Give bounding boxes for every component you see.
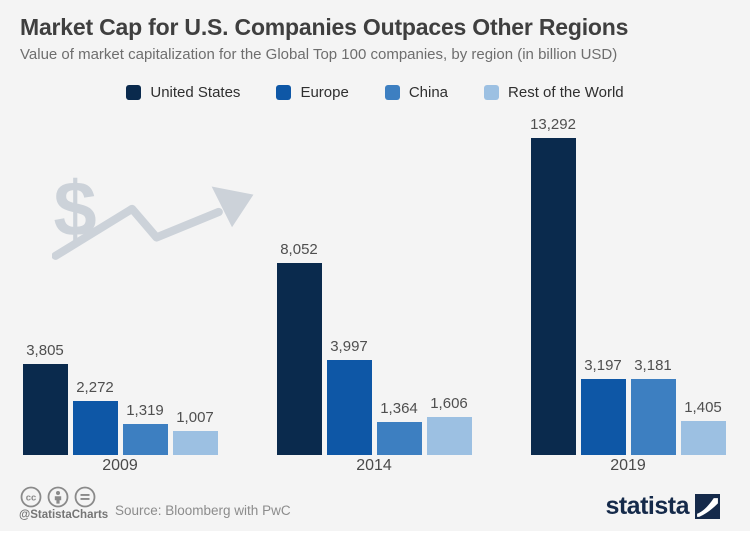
- bar-china-2019: [630, 379, 676, 455]
- bar-rest-of-the-world-2009: [172, 431, 218, 455]
- legend: United States Europe China Rest of the Worl…: [0, 84, 750, 101]
- statista-logo-icon: [695, 494, 720, 519]
- legend-swatch-icon: [484, 85, 500, 100]
- statista-logo-text: statista: [605, 492, 689, 520]
- bar-value-label: 8,052: [280, 241, 318, 258]
- bar-united-states-2014: [276, 263, 322, 455]
- legend-label: Europe: [300, 84, 349, 101]
- bar-group-2009: 3,805 2,272 1,319 1,007: [22, 342, 218, 455]
- source-text: Source: Bloomberg with PwC: [115, 503, 291, 518]
- bar-value-label: 2,272: [76, 379, 114, 396]
- dollar-trend-arrow-icon: $: [51, 163, 257, 270]
- bar-value-label: 1,405: [684, 399, 722, 416]
- bar-value-label: 3,181: [634, 357, 672, 374]
- bar-value-label: 3,197: [584, 357, 622, 374]
- bar-value-label: 1,007: [176, 409, 214, 426]
- cc-icon: cc: [20, 486, 42, 508]
- svg-text:cc: cc: [26, 493, 37, 504]
- cc-nd-icon: [74, 486, 96, 508]
- bar-value-label: 3,997: [330, 338, 368, 355]
- license-icons: cc: [20, 486, 96, 508]
- category-label-2009: 2009: [102, 457, 138, 474]
- bar-rest-of-the-world-2019: [680, 421, 726, 455]
- bar-column: 1,606: [426, 395, 472, 455]
- bar-column: 1,007: [172, 409, 218, 455]
- category-label-2019: 2019: [610, 457, 646, 474]
- bar-column: 1,364: [376, 400, 422, 455]
- bar-group-2019: 13,292 3,197 3,181 1,405: [530, 116, 726, 455]
- bar-column: 2,272: [72, 379, 118, 455]
- legend-label: China: [408, 84, 449, 101]
- legend-swatch-icon: [384, 85, 400, 100]
- bar-united-states-2019: [530, 138, 576, 455]
- bar-value-label: 1,606: [430, 395, 468, 412]
- legend-label: Rest of the World: [508, 84, 624, 101]
- bar-group-2014: 8,052 3,997 1,364 1,606: [276, 241, 472, 455]
- bar-column: 3,181: [630, 357, 676, 455]
- bar-rest-of-the-world-2014: [426, 417, 472, 455]
- bar-value-label: 13,292: [530, 116, 576, 133]
- page-title: Market Cap for U.S. Companies Outpaces O…: [20, 14, 629, 40]
- legend-label: United States: [150, 84, 241, 101]
- legend-item-rest-of-the-world: Rest of the World: [484, 84, 624, 101]
- statista-charts-handle: @StatistaCharts: [19, 509, 109, 521]
- bottom-border: [0, 531, 750, 540]
- bar-column: 3,197: [580, 357, 626, 455]
- bar-china-2009: [122, 424, 168, 455]
- bar-europe-2019: [580, 379, 626, 455]
- page-subtitle: Value of market capitalization for the G…: [20, 46, 618, 63]
- bar-europe-2014: [326, 360, 372, 455]
- bar-value-label: 1,319: [126, 402, 164, 419]
- cc-by-icon: [47, 486, 69, 508]
- bar-column: 1,319: [122, 402, 168, 455]
- bar-column: 13,292: [530, 116, 576, 455]
- bar-column: 3,805: [22, 342, 68, 455]
- legend-item-china: China: [384, 84, 449, 101]
- bar-column: 3,997: [326, 338, 372, 455]
- bar-united-states-2009: [22, 364, 68, 455]
- legend-swatch-icon: [126, 85, 142, 100]
- category-label-2014: 2014: [356, 457, 392, 474]
- legend-item-europe: Europe: [276, 84, 349, 101]
- bar-column: 1,405: [680, 399, 726, 455]
- chart-area: 3,805 2,272 1,319 1,007 8,052 3,997 1,364 1,606…: [22, 116, 726, 455]
- bar-value-label: 1,364: [380, 400, 418, 417]
- legend-item-united-states: United States: [126, 84, 240, 101]
- bar-column: 8,052: [276, 241, 322, 455]
- bar-china-2014: [376, 422, 422, 455]
- legend-swatch-icon: [276, 85, 292, 100]
- statista-logo: statista: [605, 492, 720, 521]
- bar-europe-2009: [72, 401, 118, 455]
- bar-value-label: 3,805: [26, 342, 64, 359]
